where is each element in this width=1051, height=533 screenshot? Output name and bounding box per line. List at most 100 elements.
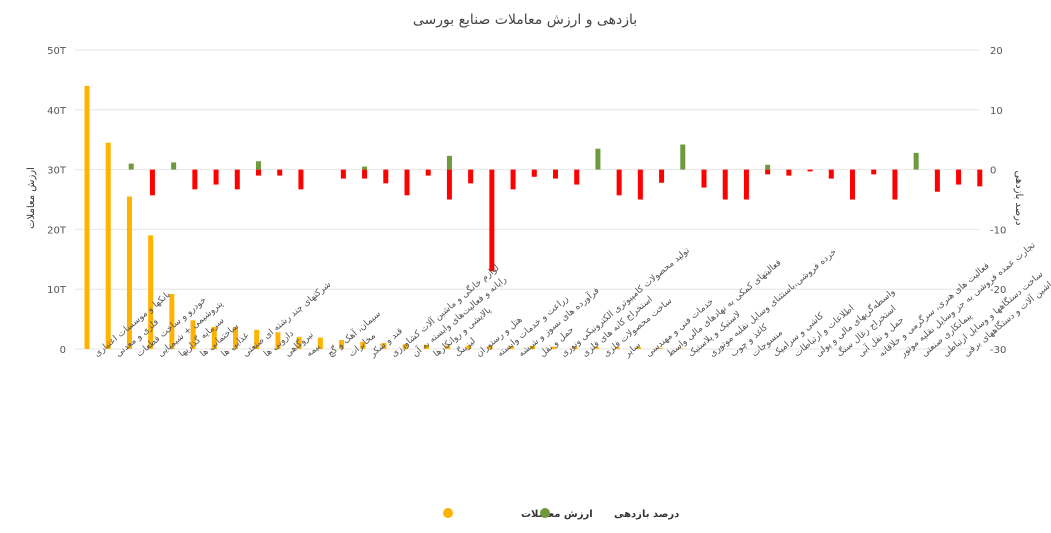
return-bar-negative[interactable] [743, 169, 749, 200]
return-bar-negative[interactable] [213, 169, 219, 185]
return-bar-negative[interactable] [659, 169, 665, 183]
value-bar[interactable] [233, 326, 238, 349]
value-bar[interactable] [148, 235, 154, 349]
right-tick-label: -10 [990, 225, 1006, 236]
chart-title: بازدهی و ارزش معاملات صنایع بورسی [413, 12, 637, 28]
y-axis-left-label: ارزش معاملات [26, 167, 37, 229]
return-bar-negative[interactable] [765, 169, 771, 175]
right-tick-label: -30 [990, 345, 1006, 356]
return-bar-positive[interactable] [595, 148, 601, 170]
value-bar[interactable] [169, 293, 175, 349]
value-bar[interactable] [551, 346, 557, 349]
value-bar[interactable] [530, 346, 535, 349]
return-bar-negative[interactable] [362, 169, 368, 179]
return-bar-negative[interactable] [828, 169, 834, 179]
return-bar-positive[interactable] [171, 162, 177, 170]
legend-marker-value [443, 508, 453, 518]
legend-item-return[interactable]: درصد بازدهی [540, 508, 679, 520]
y-axis-right-label: درصد بازدهی [1013, 171, 1024, 226]
left-tick-label: 10T [47, 285, 67, 296]
return-bar-negative[interactable] [256, 169, 261, 176]
return-bar-negative[interactable] [468, 169, 474, 184]
return-bar-negative[interactable] [701, 169, 707, 188]
return-bar-negative[interactable] [192, 169, 198, 190]
legend: ارزش معاملات درصد بازدهی [443, 508, 679, 520]
return-bar-negative[interactable] [956, 169, 962, 185]
return-bar-negative[interactable] [850, 169, 855, 200]
value-bar[interactable] [614, 347, 620, 349]
return-bar-negative[interactable] [786, 169, 792, 176]
value-bar[interactable] [423, 344, 429, 349]
value-bar[interactable] [487, 346, 493, 349]
return-bar-negative[interactable] [340, 169, 346, 179]
value-bar[interactable] [678, 348, 684, 349]
value-bar[interactable] [84, 85, 90, 349]
legend-label-value: ارزش معاملات [521, 509, 593, 520]
value-bar[interactable] [275, 332, 281, 349]
value-bar[interactable] [105, 142, 111, 349]
value-bar[interactable] [402, 344, 408, 349]
value-bar[interactable] [254, 329, 260, 349]
return-bar-positive[interactable] [765, 164, 771, 170]
right-tick-label: 10 [990, 106, 1003, 117]
return-bar-negative[interactable] [616, 169, 622, 196]
return-bar-negative[interactable] [722, 169, 728, 200]
legend-item-value[interactable]: ارزش معاملات [443, 508, 593, 520]
value-bar[interactable] [445, 345, 451, 349]
return-bar-negative[interactable] [871, 169, 877, 175]
value-bar[interactable] [126, 196, 132, 349]
value-bar[interactable] [636, 347, 642, 349]
left-tick-label: 30T [47, 166, 67, 177]
left-tick-label: 50T [47, 46, 67, 57]
return-bar-negative[interactable] [510, 169, 516, 190]
return-bar-negative[interactable] [425, 169, 431, 176]
right-axis-ticks: -30 -20 -10 0 10 20 [990, 46, 1006, 356]
value-bar[interactable] [508, 346, 514, 349]
return-bar-negative[interactable] [807, 169, 813, 172]
value-bar[interactable] [593, 346, 599, 349]
left-tick-label: 40T [47, 106, 67, 117]
return-bar-negative[interactable] [574, 169, 580, 185]
value-bar[interactable] [190, 320, 196, 349]
grid-lines [75, 49, 980, 350]
return-bar-negative[interactable] [637, 169, 643, 200]
right-tick-label: 20 [990, 46, 1003, 57]
value-bar[interactable] [381, 343, 387, 349]
return-bar-negative[interactable] [298, 169, 304, 190]
value-bar[interactable] [211, 326, 217, 349]
value-bar[interactable] [296, 337, 302, 349]
return-bar-negative[interactable] [446, 169, 452, 200]
return-bar-negative[interactable] [977, 169, 983, 187]
legend-marker-return [540, 508, 550, 518]
return-bar-positive[interactable] [362, 166, 368, 170]
return-bar-negative[interactable] [892, 169, 898, 200]
return-bar-positive[interactable] [913, 152, 919, 170]
left-tick-label: 20T [47, 225, 67, 236]
right-tick-label: 0 [990, 166, 996, 177]
return-bar-positive[interactable] [446, 155, 452, 170]
value-bar[interactable] [339, 340, 345, 349]
value-bar[interactable] [360, 341, 366, 349]
return-bar-positive[interactable] [128, 163, 134, 170]
return-bar-negative[interactable] [531, 169, 537, 177]
return-bar-negative[interactable] [383, 169, 389, 184]
value-bar[interactable] [466, 345, 472, 349]
value-bar[interactable] [572, 346, 578, 349]
return-bar-negative[interactable] [277, 169, 283, 176]
legend-label-return: درصد بازدهی [614, 509, 679, 520]
return-bar-negative[interactable] [489, 169, 495, 272]
return-bar-negative[interactable] [149, 169, 155, 196]
return-bar-negative[interactable] [404, 169, 410, 196]
return-bar-negative[interactable] [934, 169, 940, 192]
return-bar-positive[interactable] [680, 144, 686, 170]
bars [84, 85, 983, 349]
value-bar[interactable] [657, 347, 663, 349]
return-bar-negative[interactable] [234, 169, 240, 190]
left-tick-label: 0 [60, 345, 66, 356]
return-bar-negative[interactable] [553, 169, 558, 179]
value-bar[interactable] [317, 337, 323, 349]
return-bar-positive[interactable] [256, 161, 261, 170]
